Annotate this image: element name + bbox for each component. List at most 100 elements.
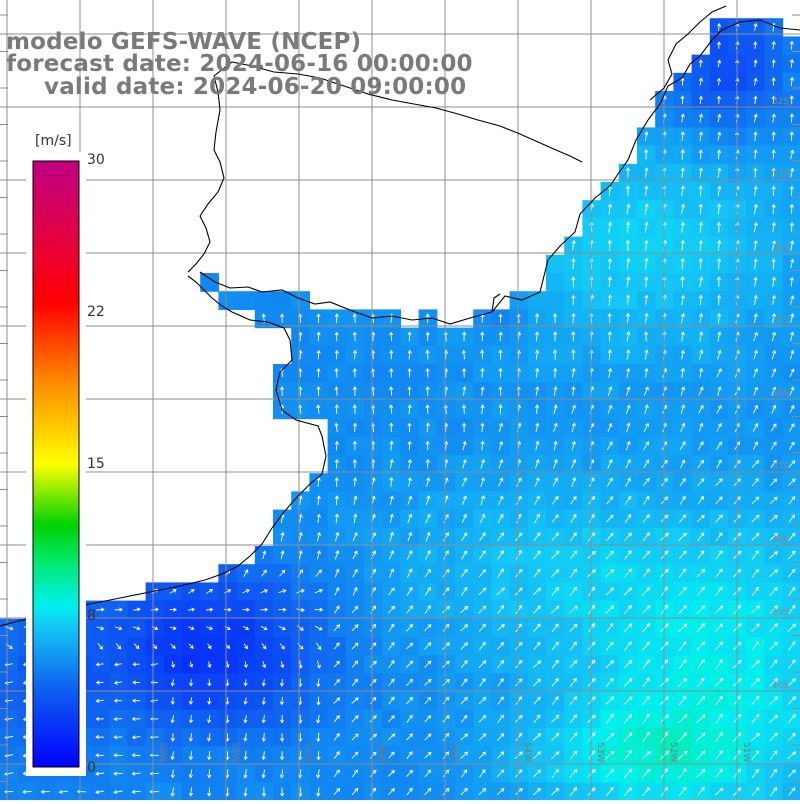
wind-arrow [315,642,322,650]
wind-arrow [771,331,777,342]
wind-arrow [753,131,758,141]
wind-arrow [280,386,285,396]
wind-arrow [551,768,559,778]
wind-arrow [551,495,559,505]
wind-arrow [771,221,776,233]
wind-arrow [605,660,615,669]
wind-arrow [480,422,485,433]
wind-arrow [644,239,649,251]
wind-arrow [369,660,377,668]
wind-arrow [334,404,339,414]
wind-arrow [425,495,431,506]
wind-arrow [188,751,194,761]
wind-arrow [352,313,357,323]
wind-arrow [515,568,523,578]
wind-arrow [771,131,776,141]
wind-arrow [715,713,723,724]
wind-arrow [188,697,194,705]
wind-arrow [243,769,248,779]
wind-arrow [753,294,758,306]
wind-arrow [479,641,486,651]
wind-arrow [207,787,212,797]
wind-arrow [279,643,285,650]
latitude-label: 38S [772,535,789,545]
wind-arrow [624,513,632,524]
wind-arrow [405,660,414,668]
wind-arrow [207,697,212,705]
wind-arrow [626,276,631,288]
wind-arrow [680,404,686,415]
wind-arrow [696,750,706,760]
wind-arrow [753,185,758,196]
wind-arrow [753,313,758,324]
colorbar-gradient [32,160,80,768]
wind-arrow [787,751,797,760]
wind-arrow [715,568,723,578]
wind-arrow [570,532,577,542]
wind-arrow [389,349,394,360]
wind-arrow [316,404,321,414]
wind-arrow [751,568,760,578]
wind-arrow [790,313,795,324]
wind-arrow [497,604,504,615]
wind-arrow [644,367,649,378]
wind-arrow [224,607,232,612]
wind-arrow [626,294,631,306]
wind-arrow [788,568,796,578]
longitude-label: 54W [522,742,532,762]
wind-arrow [424,586,431,596]
wind-arrow [698,131,704,141]
wind-arrow [751,750,760,760]
longitude-label: 53W [595,742,605,762]
wind-arrow [206,715,212,724]
wind-arrow [643,459,650,469]
wind-arrow [333,642,340,650]
wind-arrow [623,587,633,596]
wind-arrow [553,385,558,396]
wind-arrow [353,513,358,524]
wind-arrow [607,349,612,360]
wind-arrow [626,221,631,233]
wind-arrow [369,678,377,686]
wind-arrow [406,696,414,705]
wind-arrow [407,440,412,451]
wind-arrow [715,514,723,523]
wind-arrow [679,495,686,505]
wind-arrow [170,643,176,649]
wind-arrow [699,331,704,342]
wind-arrow [753,221,758,233]
wind-arrow [389,568,395,578]
wind-arrow [515,732,523,742]
wind-arrow [131,771,141,776]
wind-arrow [644,221,649,233]
wind-arrow [262,661,267,669]
wind-arrow [352,422,358,433]
wind-arrow [571,294,576,306]
wind-arrow [388,696,395,705]
wind-arrow [642,532,650,542]
wind-arrow [316,678,321,688]
wind-arrow [516,386,521,396]
wind-arrow [462,422,467,432]
wind-arrow [571,312,576,324]
wind-arrow [480,477,485,487]
wind-arrow [753,59,758,68]
wind-arrow [461,404,467,414]
wind-arrow [389,404,394,414]
wind-arrow [498,459,504,469]
wind-arrow [280,660,285,669]
wind-arrow [697,478,705,487]
wind-arrow [188,787,194,797]
wind-arrow [698,441,704,451]
wind-arrow [170,661,176,669]
wind-arrow [460,568,468,578]
wind-arrow [533,550,541,560]
wind-arrow [498,313,503,323]
wind-arrow [678,532,687,541]
wind-arrow [334,531,340,542]
wind-arrow [698,203,703,215]
wind-arrow [769,714,779,723]
wind-arrow [169,607,178,612]
wind-arrow [261,569,267,577]
wind-arrow [680,312,686,324]
